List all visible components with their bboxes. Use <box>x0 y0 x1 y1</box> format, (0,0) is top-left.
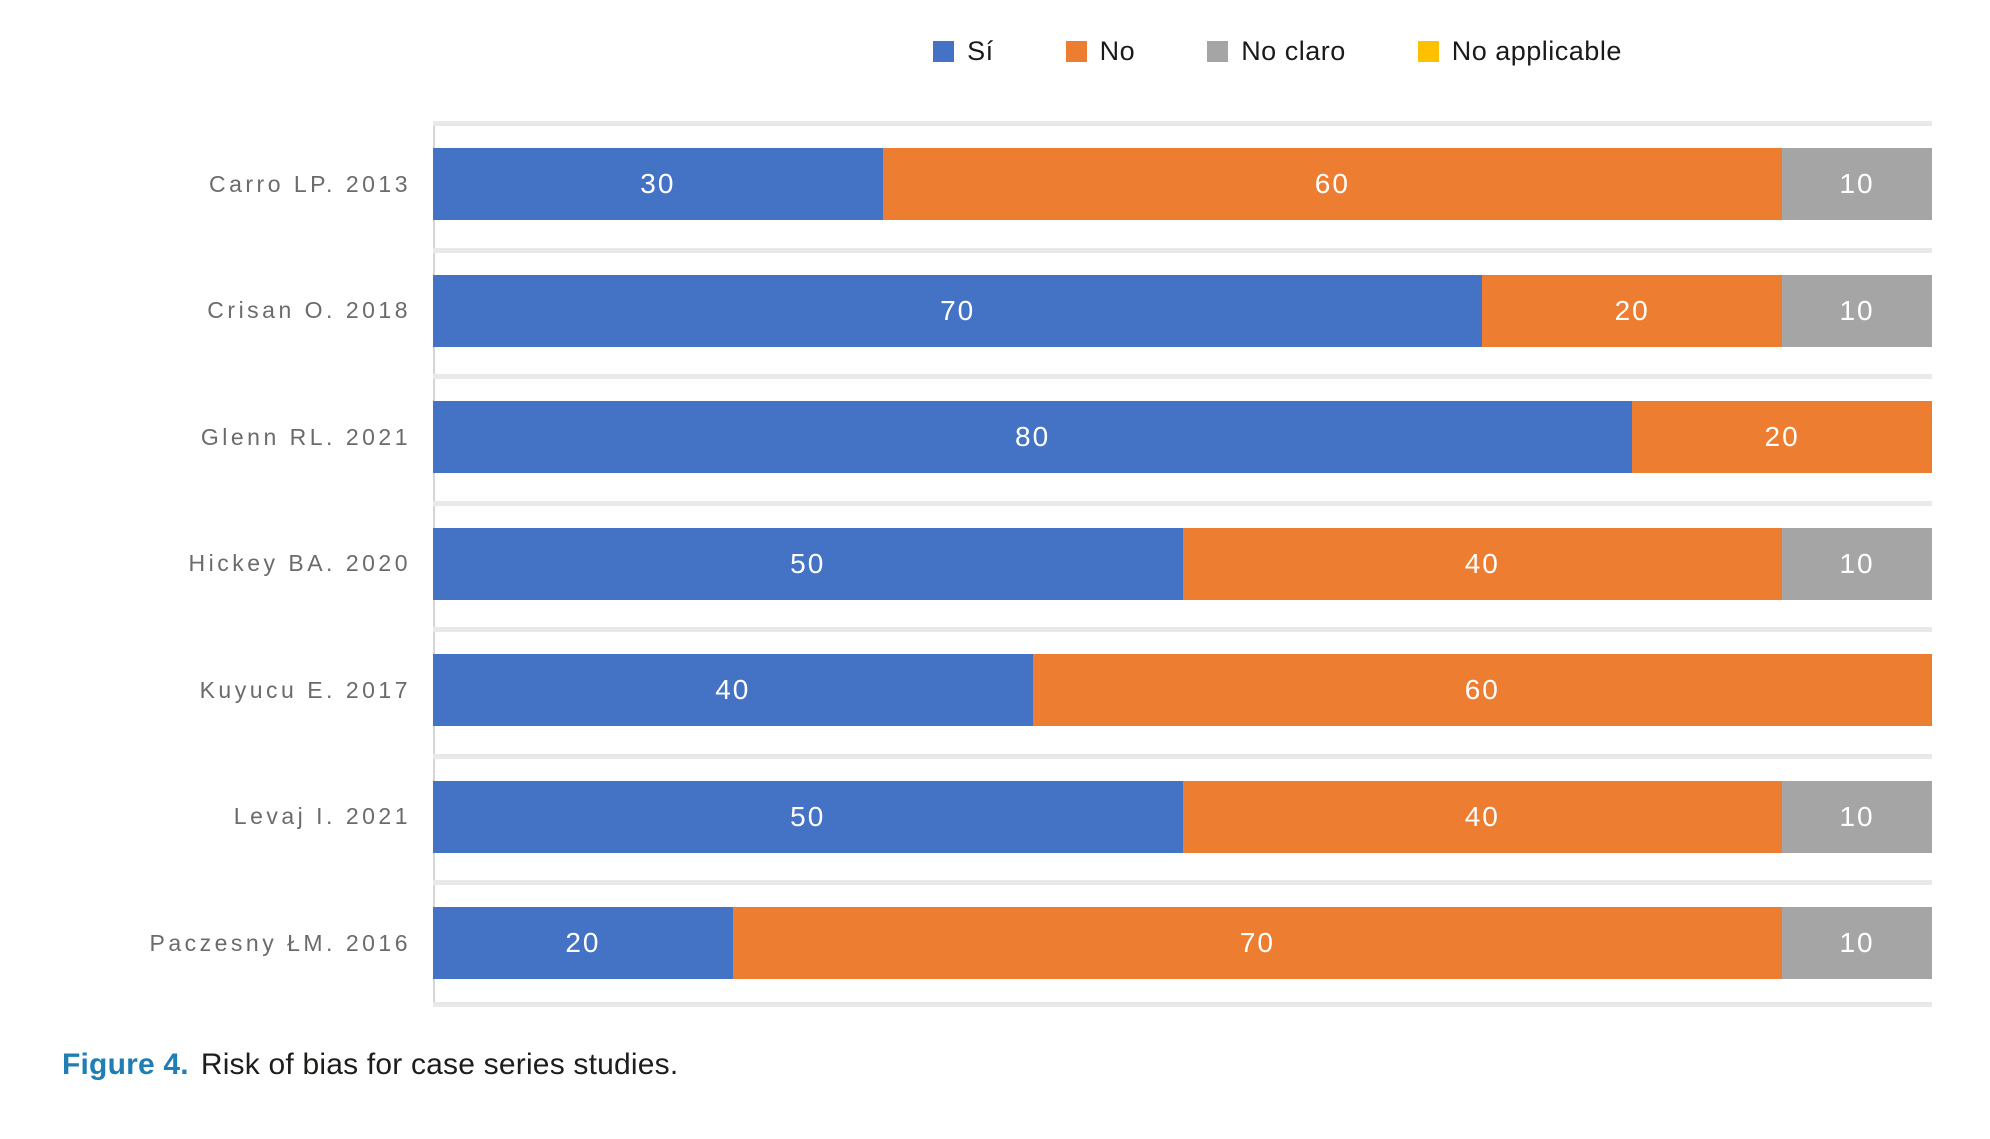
bar-row: Crisan O. 2018 70 20 10 <box>0 247 1932 375</box>
legend-swatch-icon <box>1065 41 1087 62</box>
bar-track: 80 20 <box>433 374 1932 501</box>
bar-segment-no-claro: 10 <box>1782 148 1932 220</box>
bar-segment-sí: 50 <box>433 780 1183 853</box>
bar-segment-no: 20 <box>1632 401 1932 473</box>
legend-swatch-icon <box>933 41 955 62</box>
bar-segment-no-claro: 10 <box>1782 527 1932 600</box>
category-label: Hickey BA. 2020 <box>188 550 411 577</box>
bar-segment-value: 80 <box>1015 421 1051 452</box>
bar-segment-value: 40 <box>1464 800 1500 832</box>
bar-track: 30 60 10 <box>433 121 1932 248</box>
bar-segment-value: 40 <box>715 674 751 705</box>
bar-segment-value: 20 <box>1764 421 1800 452</box>
bar-row: Paczesny ŁM. 2016 20 70 10 <box>0 880 1932 1007</box>
bar-segment-sí: 80 <box>433 401 1633 473</box>
legend-item-2: No <box>1065 36 1136 67</box>
bar-segment-no: 60 <box>1032 654 1932 726</box>
bar-segment-no: 20 <box>1482 274 1783 347</box>
legend-item-3: No claro <box>1207 36 1346 67</box>
bar-segment-no: 60 <box>882 148 1783 220</box>
bar-row: Hickey BA. 2020 50 40 10 <box>0 500 1932 628</box>
stacked-bar: 30 60 10 <box>433 148 1932 220</box>
figure-caption: Figure 4. Risk of bias for case series st… <box>62 1048 678 1082</box>
bar-segment-sí: 70 <box>433 274 1483 347</box>
bar-segment-value: 70 <box>1239 927 1276 958</box>
category-label: Glenn RL. 2021 <box>200 423 411 450</box>
bar-track: 50 40 10 <box>433 500 1932 628</box>
bar-segment-sí: 30 <box>433 148 883 220</box>
bar-segment-no-claro: 10 <box>1782 780 1932 853</box>
bar-segment-value: 60 <box>1314 168 1350 199</box>
bar-row: Levaj I. 2021 50 40 10 <box>0 753 1932 881</box>
bar-segment-no: 70 <box>732 907 1783 979</box>
bar-track: 20 70 10 <box>433 880 1932 1007</box>
legend-item-label: No <box>1099 36 1136 66</box>
legend-item-label: No applicable <box>1451 36 1622 66</box>
bar-segment-no-claro: 10 <box>1782 274 1932 347</box>
bar-segment-value: 50 <box>790 800 826 832</box>
bar-segment-value: 20 <box>565 927 601 958</box>
bar-track: 40 60 <box>433 627 1932 754</box>
plot-rows: Carro LP. 2013 30 60 10 Crisan O. 2018 70 20 10… <box>0 121 1932 1007</box>
bar-segment-value: 10 <box>1839 294 1875 326</box>
legend-swatch-icon <box>1417 41 1439 62</box>
stacked-bar: 50 40 10 <box>433 780 1932 853</box>
legend-item-label: No claro <box>1241 36 1346 66</box>
stacked-bar: 40 60 <box>433 654 1932 726</box>
figure-caption-text: Risk of bias for case series studies. <box>200 1048 679 1081</box>
category-label: Kuyucu E. 2017 <box>199 676 411 703</box>
category-label: Levaj I. 2021 <box>233 803 411 830</box>
bar-track: 70 20 10 <box>433 247 1932 375</box>
stacked-bar: 20 70 10 <box>433 907 1932 979</box>
bar-segment-value: 60 <box>1464 674 1500 705</box>
stacked-bar: 50 40 10 <box>433 527 1932 600</box>
legend-swatch-icon <box>1207 41 1229 62</box>
bar-segment-value: 10 <box>1839 168 1875 199</box>
chart-legend: Sí No No claro No applicable <box>433 36 1932 67</box>
legend-item-label: Sí <box>967 36 994 66</box>
legend-item-1: Sí <box>933 36 994 67</box>
bar-track: 50 40 10 <box>433 753 1932 881</box>
bar-segment-value: 40 <box>1464 547 1500 579</box>
bar-segment-value: 30 <box>640 168 676 199</box>
category-label: Paczesny ŁM. 2016 <box>149 929 411 956</box>
legend-item-4: No applicable <box>1417 36 1622 67</box>
bar-segment-sí: 40 <box>433 654 1033 726</box>
stacked-bar: 80 20 <box>433 401 1932 473</box>
bar-segment-no-claro: 10 <box>1782 907 1932 979</box>
bar-segment-value: 20 <box>1614 294 1650 326</box>
bar-segment-no: 40 <box>1182 780 1783 853</box>
bar-segment-sí: 50 <box>433 527 1183 600</box>
bar-segment-no: 40 <box>1182 527 1783 600</box>
bar-row: Glenn RL. 2021 80 20 <box>0 374 1932 501</box>
chart-plot-area: Carro LP. 2013 30 60 10 Crisan O. 2018 70 20 10… <box>0 121 1932 1007</box>
bar-segment-sí: 20 <box>433 907 733 979</box>
bar-segment-value: 10 <box>1839 547 1875 579</box>
bar-row: Kuyucu E. 2017 40 60 <box>0 627 1932 754</box>
stacked-bar: 70 20 10 <box>433 274 1932 347</box>
bar-segment-value: 70 <box>940 294 976 326</box>
category-label: Crisan O. 2018 <box>207 297 411 324</box>
category-label: Carro LP. 2013 <box>208 170 411 197</box>
figure-caption-label: Figure 4. <box>62 1048 189 1081</box>
bar-segment-value: 50 <box>790 547 826 579</box>
bar-segment-value: 10 <box>1839 927 1875 958</box>
bar-segment-value: 10 <box>1839 800 1875 832</box>
bar-row: Carro LP. 2013 30 60 10 <box>0 121 1932 248</box>
